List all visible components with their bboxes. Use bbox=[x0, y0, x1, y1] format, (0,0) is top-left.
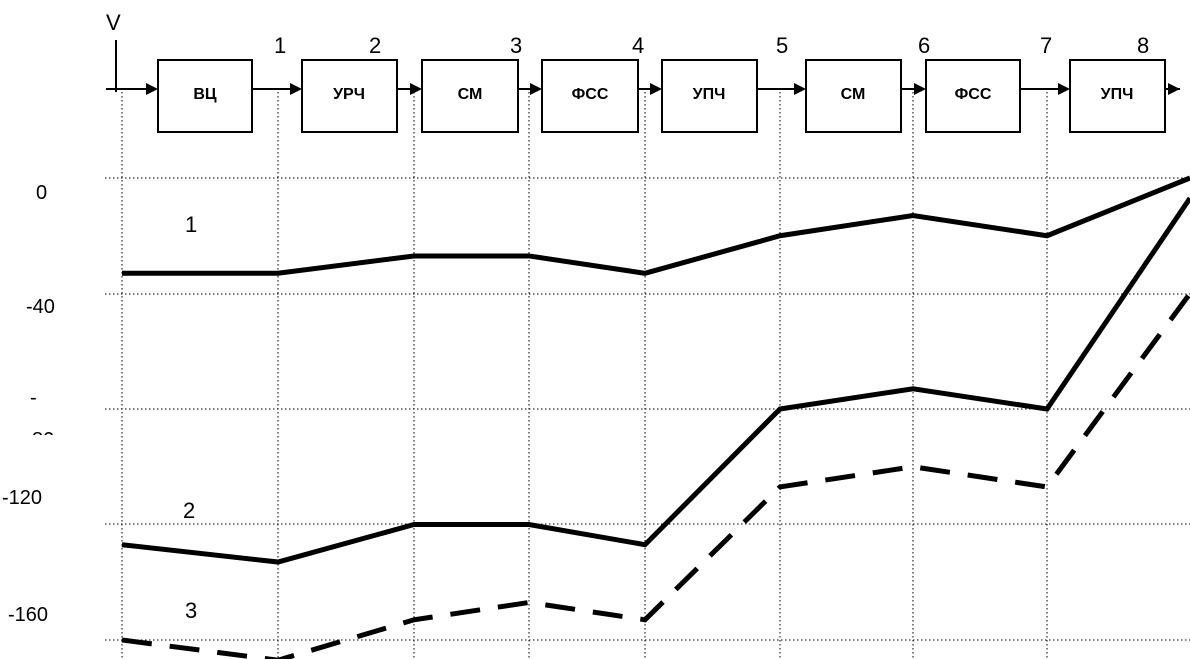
block-label: УПЧ bbox=[1101, 86, 1134, 103]
clipped-tick-group: 80 bbox=[32, 429, 54, 451]
block-box bbox=[421, 59, 519, 133]
block-box bbox=[1069, 59, 1166, 133]
arrow-icon bbox=[146, 83, 158, 95]
block-vc: ВЦ bbox=[157, 59, 253, 133]
y-tick-label: -120 bbox=[2, 487, 42, 509]
y-tick-label: - bbox=[30, 387, 37, 409]
level-curves bbox=[121, 175, 1190, 659]
arrow-icon bbox=[650, 83, 662, 95]
point-label: 3 bbox=[510, 33, 522, 58]
y-tick-label: -160 bbox=[8, 604, 48, 626]
y-tick-labels: 0 -40 - 80 -120 -160 bbox=[2, 182, 55, 626]
block-label: ВЦ bbox=[193, 86, 217, 103]
block-box bbox=[925, 59, 1021, 133]
block-box bbox=[301, 59, 398, 133]
block-filter-1: ФСС bbox=[541, 59, 639, 133]
horizontal-grid bbox=[105, 177, 1190, 641]
arrow-icon bbox=[914, 83, 926, 95]
signal-chain bbox=[106, 83, 1180, 95]
vertical-grid bbox=[121, 92, 1048, 659]
point-label: 7 bbox=[1040, 33, 1052, 58]
curve-3 bbox=[121, 292, 1190, 659]
block-label: УПЧ bbox=[693, 86, 726, 103]
point-label: 2 bbox=[369, 33, 381, 58]
point-label: 6 bbox=[918, 33, 930, 58]
block-label: УРЧ bbox=[333, 86, 365, 103]
block-mixer-1: СМ bbox=[421, 59, 519, 133]
curve-1 bbox=[122, 175, 1190, 276]
arrow-icon bbox=[410, 83, 422, 95]
block-box bbox=[541, 59, 639, 133]
block-label: СМ bbox=[841, 86, 866, 103]
point-label: 8 bbox=[1137, 33, 1149, 58]
block-box bbox=[661, 59, 758, 133]
blocks: ВЦ УРЧ СМ ФСС УПЧ СМ ФСС УПЧ bbox=[157, 59, 1166, 133]
point-label: 5 bbox=[776, 33, 788, 58]
block-urch: УРЧ bbox=[301, 59, 398, 133]
arrow-icon bbox=[1058, 83, 1070, 95]
curve-label: 1 bbox=[185, 212, 197, 237]
block-box bbox=[157, 59, 253, 133]
y-tick-label: -40 bbox=[26, 296, 55, 318]
arrow-icon bbox=[1168, 83, 1180, 95]
block-filter-2: ФСС bbox=[925, 59, 1021, 133]
arrow-icon bbox=[290, 83, 302, 95]
axis-label: V bbox=[106, 10, 121, 35]
curve-label: 2 bbox=[183, 498, 195, 523]
axis-mark: V bbox=[106, 10, 121, 92]
arrow-icon bbox=[530, 83, 542, 95]
arrow-icon bbox=[794, 83, 806, 95]
block-if-amp-1: УПЧ bbox=[661, 59, 758, 133]
curve-label: 3 bbox=[185, 598, 197, 623]
block-label: СМ bbox=[458, 86, 483, 103]
point-label: 1 bbox=[274, 33, 286, 58]
block-label: ФСС bbox=[572, 86, 609, 103]
y-tick-label: 0 bbox=[36, 182, 47, 204]
curve-2 bbox=[121, 196, 1190, 565]
point-labels: 1 2 3 4 5 6 7 8 bbox=[274, 33, 1149, 58]
block-label: ФСС bbox=[955, 86, 992, 103]
point-label: 4 bbox=[632, 33, 644, 58]
block-box bbox=[805, 59, 902, 133]
block-if-amp-2: УПЧ bbox=[1069, 59, 1166, 133]
curve-labels: 1 2 3 bbox=[183, 212, 197, 623]
block-mixer-2: СМ bbox=[805, 59, 902, 133]
y-tick-label: 80 bbox=[32, 429, 54, 451]
